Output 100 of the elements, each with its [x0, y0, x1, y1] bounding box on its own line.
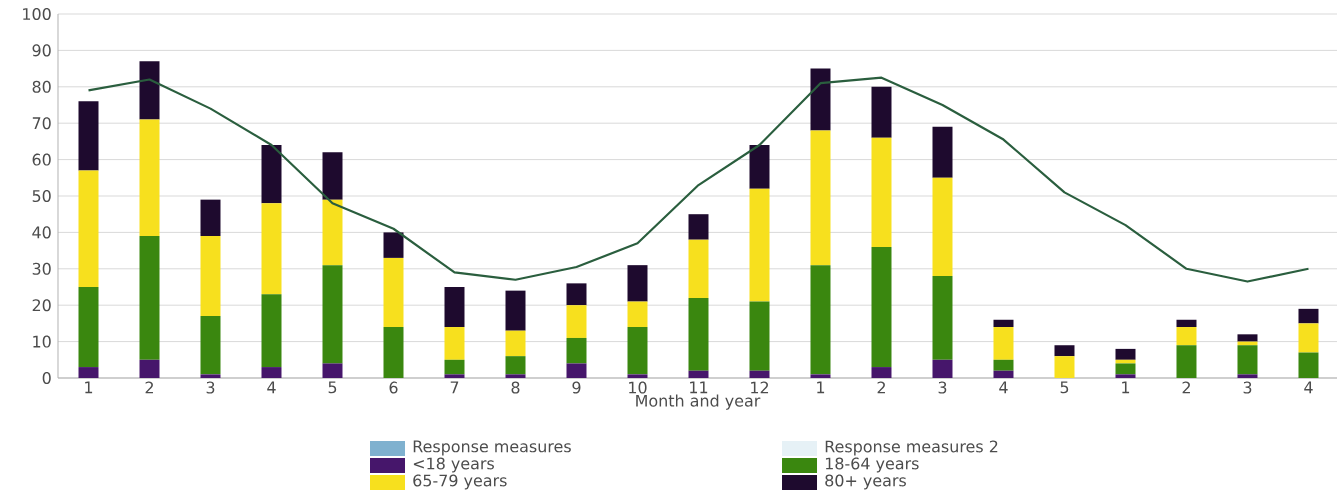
bar	[871, 137, 892, 247]
bar	[749, 301, 770, 371]
bar	[1237, 334, 1258, 342]
bar	[749, 188, 770, 302]
x-tick-label: 4	[999, 381, 1008, 394]
bar	[1176, 319, 1197, 328]
bar	[444, 287, 465, 328]
bar	[993, 319, 1014, 328]
bar	[932, 359, 953, 378]
legend-label: Response measures 2	[825, 440, 998, 456]
bar	[444, 359, 465, 375]
bar	[1298, 323, 1319, 353]
bar	[1054, 345, 1075, 357]
bar	[261, 367, 282, 378]
bar	[1237, 374, 1258, 378]
bar	[1054, 356, 1075, 378]
bar	[139, 236, 160, 360]
bar	[627, 374, 648, 378]
y-tick-label: 30	[32, 262, 51, 275]
y-tick-label: 70	[32, 117, 51, 130]
x-tick-label: 11	[690, 381, 708, 394]
x-tick-label: 9	[572, 381, 581, 394]
bar	[1115, 374, 1136, 378]
bar	[871, 367, 892, 378]
bar	[261, 203, 282, 295]
bar	[1237, 345, 1258, 375]
x-tick-label: 2	[877, 381, 885, 394]
y-tick-label: 40	[32, 226, 51, 239]
bar	[200, 199, 221, 237]
bar	[932, 126, 953, 178]
x-tick-label: 5	[328, 381, 337, 394]
bar	[261, 145, 282, 204]
y-tick-label: 90	[32, 44, 51, 57]
bar	[505, 330, 526, 357]
bar	[1115, 348, 1136, 360]
bar	[688, 297, 709, 371]
bar	[139, 119, 160, 237]
bar	[749, 145, 770, 189]
bar	[810, 68, 831, 131]
bar	[627, 327, 648, 375]
bar	[1298, 352, 1319, 378]
y-tick-label: 100	[23, 7, 51, 21]
bar	[505, 374, 526, 378]
legend-label: 80+ years	[825, 474, 906, 490]
x-tick-label: 12	[751, 381, 769, 394]
x-tick-label: 4	[267, 381, 276, 394]
bar	[200, 236, 221, 317]
x-tick-label: 1	[817, 381, 825, 394]
bar	[78, 367, 99, 378]
x-tick-label: 2	[145, 381, 153, 394]
bar	[139, 61, 160, 120]
x-tick-label: 3	[1243, 381, 1252, 394]
bar	[932, 177, 953, 277]
y-tick-label: 50	[32, 189, 51, 203]
bar	[383, 232, 404, 258]
bar	[993, 327, 1014, 360]
bar	[627, 265, 648, 302]
bar	[383, 257, 404, 328]
y-tick-label: 80	[32, 80, 51, 93]
bar	[810, 130, 831, 266]
bar	[749, 370, 770, 378]
y-tick-label: 10	[33, 335, 51, 348]
bar	[688, 214, 709, 240]
bar	[993, 359, 1014, 371]
x-tick-label: 1	[85, 381, 93, 394]
x-tick-label: 2	[1182, 381, 1190, 394]
bar	[322, 199, 343, 266]
bar	[1176, 327, 1197, 346]
legend-label: 65-79 years	[413, 474, 507, 490]
x-tick-label: 5	[1060, 381, 1069, 394]
bar	[810, 374, 831, 378]
bar	[566, 283, 587, 306]
bar	[78, 170, 99, 287]
bar	[322, 152, 343, 200]
bar	[505, 356, 526, 375]
line-series	[87, 76, 1310, 283]
bar	[444, 327, 465, 360]
y-tick-label: 60	[32, 153, 51, 166]
bar	[261, 294, 282, 368]
bar	[78, 287, 99, 368]
y-tick-label: 20	[32, 299, 51, 312]
x-tick-label: 8	[511, 381, 520, 394]
bar	[505, 290, 526, 331]
bar	[1298, 308, 1319, 324]
legend-label: <18 years	[413, 457, 494, 473]
bar	[1176, 345, 1197, 378]
bar	[200, 374, 221, 378]
y-tick-label: 0	[42, 371, 51, 385]
x-tick-label: 7	[450, 381, 459, 394]
bar	[322, 265, 343, 364]
bar	[1115, 363, 1136, 375]
bar	[383, 327, 404, 378]
legend-label: Response measures	[413, 440, 571, 456]
legend-label: 18-64 years	[825, 457, 919, 473]
x-tick-label: 6	[389, 381, 398, 394]
bar	[444, 374, 465, 378]
bar	[78, 101, 99, 171]
x-tick-label: 1	[1122, 381, 1130, 394]
bar	[688, 370, 709, 378]
bar	[993, 370, 1014, 378]
